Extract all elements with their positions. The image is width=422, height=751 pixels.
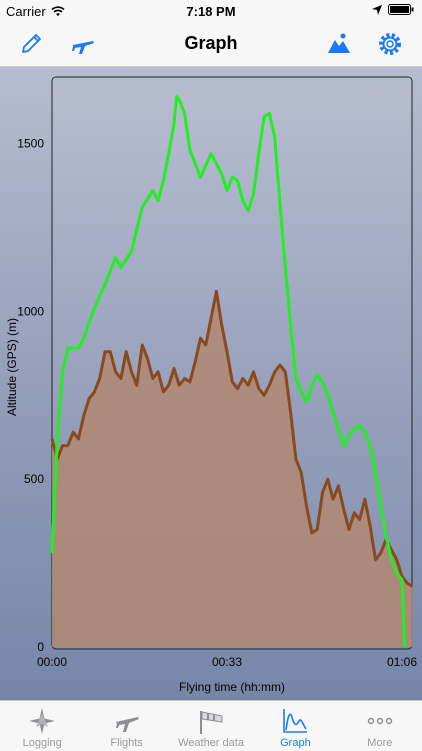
more-dots-icon [367, 717, 393, 725]
tab-label: More [367, 737, 393, 749]
tab-bar: Logging Flights Weather data Graph More [0, 700, 422, 751]
pencil-icon[interactable] [18, 31, 44, 57]
mountain-icon[interactable] [326, 31, 352, 57]
altitude-area-line [50, 289, 414, 588]
tab-label: Graph [280, 737, 311, 749]
airplane-icon [115, 717, 139, 732]
tab-logging[interactable]: Logging [0, 701, 84, 751]
tab-weather-data[interactable]: Weather data [169, 701, 253, 751]
wifi-icon [51, 6, 65, 16]
graph-area: 0 500 1000 1500 00:00 00:33 01:06 Altitude (G… [0, 67, 422, 700]
y-tick-label: 500 [24, 472, 44, 486]
x-tick-label: 01:06 [387, 655, 417, 669]
altitude-area-series [52, 291, 413, 647]
compass-rose-icon [29, 708, 56, 734]
carrier-label: Carrier [6, 4, 46, 19]
altitude-chart[interactable]: 0 500 1000 1500 00:00 00:33 01:06 Altitude (G… [0, 67, 422, 700]
tab-label: Weather data [178, 737, 244, 749]
tab-more[interactable]: More [338, 701, 422, 751]
location-arrow-icon [372, 4, 382, 15]
gear-icon[interactable] [377, 31, 403, 57]
y-tick-label: 1500 [17, 137, 44, 151]
altitude-line-series [50, 95, 407, 648]
status-time: 7:18 PM [186, 4, 236, 19]
tab-graph[interactable]: Graph [253, 701, 337, 751]
status-bar: Carrier 7:18 PM [0, 0, 422, 22]
y-tick-label: 0 [37, 640, 44, 654]
x-axis-label: Flying time (hh:mm) [179, 680, 285, 694]
x-tick-label: 00:33 [212, 655, 242, 669]
windsock-icon [200, 711, 223, 734]
y-axis-label: Altitude (GPS) (m) [5, 318, 19, 416]
y-tick-label: 1000 [17, 304, 44, 318]
x-tick-label: 00:00 [37, 655, 67, 669]
graph-icon [283, 709, 308, 733]
tab-label: Flights [110, 737, 143, 749]
tab-label: Logging [22, 737, 62, 749]
battery-icon [388, 4, 414, 15]
tab-flights[interactable]: Flights [84, 701, 168, 751]
page-title: Graph [184, 33, 238, 53]
navigation-bar: Graph [0, 22, 422, 67]
airplane-icon[interactable] [70, 31, 96, 57]
